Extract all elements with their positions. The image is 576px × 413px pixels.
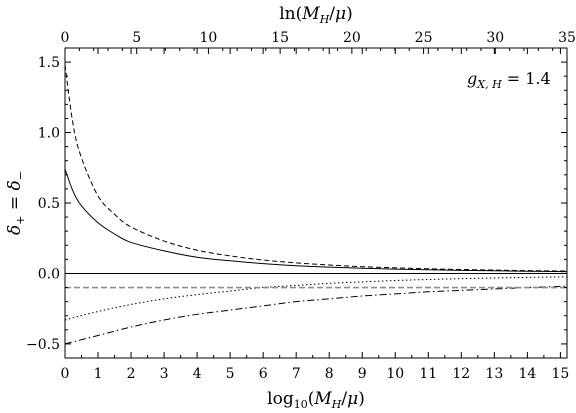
- x-axis-title: log10(MH/μ): [267, 389, 365, 411]
- series-line-2-dashed: [64, 64, 568, 272]
- x-tick-label: 7: [292, 366, 301, 382]
- x-tick-label: 5: [226, 366, 235, 382]
- x-tick-label: 15: [551, 366, 569, 382]
- x-tick-label: 2: [127, 366, 136, 382]
- coupling-annotation: gX, H = 1.4: [467, 69, 551, 91]
- x-tick-label: 0: [61, 366, 70, 382]
- series-line-1-solid: [64, 169, 568, 273]
- plot-frame: [64, 47, 568, 359]
- x-tick-label: 11: [419, 366, 437, 382]
- y-tick-label: −0.5: [26, 337, 60, 353]
- x-tick-label: 6: [259, 366, 268, 382]
- y-tick-label: 0.0: [38, 266, 60, 282]
- x2-axis-title: ln(MH/μ): [279, 4, 352, 26]
- x2-tick-label: 5: [132, 30, 141, 46]
- x2-tick-label: 10: [200, 30, 218, 46]
- x-tick-label: 13: [485, 366, 503, 382]
- x2-tick-label: 30: [486, 30, 504, 46]
- x-tick-label: 9: [358, 366, 367, 382]
- x-tick-label: 10: [386, 366, 404, 382]
- x-tick-label: 3: [160, 366, 169, 382]
- series-line-4-dashdot: [64, 285, 568, 345]
- x-tick-label: 4: [193, 366, 202, 382]
- x-tick-label: 1: [94, 366, 103, 382]
- x2-tick-label: 15: [271, 30, 289, 46]
- series-layer: [64, 64, 568, 345]
- y-tick-label: 1.0: [38, 126, 60, 142]
- x2-tick-label: 35: [558, 30, 576, 46]
- x-tick-label: 14: [518, 366, 536, 382]
- x2-tick-label: 0: [61, 30, 70, 46]
- x2-tick-label: 20: [343, 30, 361, 46]
- y-axis-title: δ+ = δ−: [5, 171, 27, 235]
- x2-tick-label: 25: [415, 30, 433, 46]
- y-tick-label: 0.5: [38, 196, 60, 212]
- series-line-3-dotted: [64, 276, 568, 321]
- y-tick-label: 1.5: [38, 55, 60, 71]
- x-tick-label: 12: [452, 366, 470, 382]
- x-tick-label: 8: [325, 366, 334, 382]
- ticks-layer: 0 1 2 3 4 5 6 7 8 9 10 11 12 13 14 150 5 10 15 20 25 30 35−0.5…: [26, 30, 576, 382]
